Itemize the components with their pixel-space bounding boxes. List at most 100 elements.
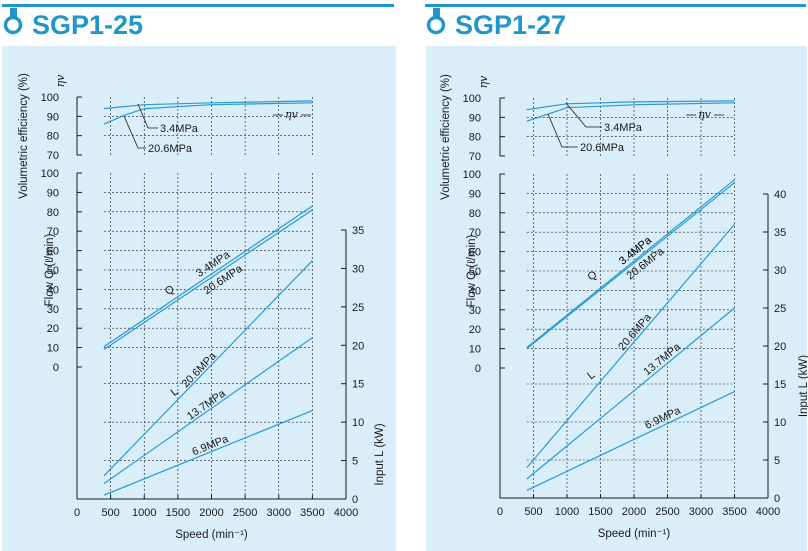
x-tick-label: 2000 — [622, 506, 646, 518]
power-tick-label: 0 — [774, 493, 780, 505]
efficiency-axis-symbol: ηv — [54, 74, 67, 88]
flow-tick-label: 60 — [469, 247, 481, 259]
flow-tick-label: 70 — [47, 226, 59, 238]
flow-axis-label: Flow Q (ℓ/min) — [466, 234, 478, 307]
flow-axis-label: Flow Q (ℓ/min) — [44, 233, 56, 306]
flow-tick-label: 0 — [53, 362, 59, 374]
flow-tick-label: 30 — [469, 305, 481, 317]
x-tick-label: 500 — [524, 506, 542, 518]
flow-tick-label: 80 — [469, 208, 481, 220]
efficiency-label-20-6mpa: 20.6MPa — [148, 143, 193, 155]
efficiency-tick-label: 70 — [469, 151, 481, 163]
grid — [103, 97, 313, 499]
eta-label: ηv — [698, 108, 712, 121]
plot-background — [2, 46, 396, 551]
leader-line — [547, 113, 578, 148]
leader-line — [123, 115, 146, 149]
power-tick-label: 30 — [352, 263, 364, 275]
x-tick-label: 2500 — [655, 506, 679, 518]
efficiency-tick-label: 90 — [469, 112, 481, 124]
power-tick-label: 35 — [352, 225, 364, 237]
efficiency-axis-label: Volumetric efficiency (%) — [18, 73, 30, 199]
flow-tick-label: 10 — [47, 343, 59, 355]
title-rule — [2, 4, 394, 7]
flow-tick-label: 100 — [41, 168, 59, 180]
efficiency-tick-label: 90 — [47, 111, 59, 123]
power-tick-label: 5 — [352, 456, 358, 468]
power-axis-label: Input L (kW) — [798, 355, 808, 417]
x-tick-label: 3000 — [267, 507, 291, 519]
efficiency-line-3-4mpa — [526, 100, 735, 111]
power-tick-label: 20 — [352, 340, 364, 352]
power-tick-label: 15 — [774, 379, 786, 391]
power-tick-label: 5 — [774, 455, 780, 467]
plot-background — [426, 46, 807, 551]
flow-line-3-4mpa — [103, 205, 313, 348]
leader-line — [565, 102, 602, 128]
x-axis-label: Speed (min⁻¹) — [175, 529, 248, 541]
efficiency-line-20-6mpa — [526, 102, 735, 122]
flow-tick-label: 100 — [463, 169, 481, 181]
flow-tick-label: 60 — [47, 246, 59, 258]
power-tick-label: 25 — [352, 302, 364, 314]
flow-tick-label: 20 — [469, 324, 481, 336]
flow-tick-label: 10 — [469, 344, 481, 356]
series-lines — [526, 100, 735, 491]
eta-label: ηv — [285, 108, 299, 121]
x-tick-label: 0 — [497, 506, 503, 518]
efficiency-tick-label: 80 — [469, 132, 481, 144]
power-tick-label: 20 — [774, 341, 786, 353]
power-line-6-9mpa — [103, 410, 313, 496]
title-marker-icon — [3, 8, 23, 35]
efficiency-label-3-4mpa: 3.4MPa — [604, 122, 643, 134]
title-rule — [425, 4, 806, 7]
flow-tick-label: 20 — [47, 323, 59, 335]
chart-title: SGP1-27 — [455, 10, 566, 40]
flow-tick-label: 30 — [47, 304, 59, 316]
title-marker-icon — [426, 8, 446, 35]
efficiency-tick-label: 100 — [41, 92, 59, 104]
power-tick-label: 40 — [774, 189, 786, 201]
x-tick-label: 3000 — [689, 506, 713, 518]
power-line-6-9mpa — [526, 391, 735, 491]
flow-tick-label: 0 — [475, 363, 481, 375]
x-tick-label: 4000 — [756, 506, 780, 518]
efficiency-label-20-6mpa: 20.6MPa — [580, 142, 625, 154]
flow-line-20-6mpa — [526, 182, 735, 350]
x-tick-label: 1000 — [555, 506, 579, 518]
chart-panel-1: SGP1-25708090100010203040506070809010005… — [2, 4, 396, 551]
leader-line — [137, 103, 158, 129]
efficiency-tick-label: 80 — [47, 131, 59, 143]
efficiency-tick-label: 70 — [47, 150, 59, 162]
series-lines — [103, 100, 313, 496]
efficiency-line-3-4mpa — [103, 100, 313, 110]
flow-tick-label: 50 — [47, 265, 59, 277]
x-tick-label: 500 — [101, 507, 119, 519]
x-axis-label: Speed (min⁻¹) — [598, 528, 671, 540]
flow-line-20-6mpa — [103, 209, 313, 350]
efficiency-axis-symbol: ηv — [477, 75, 490, 89]
power-line-20-6mpa — [526, 224, 735, 468]
power-line-20-6mpa — [103, 260, 313, 477]
power-tick-label: 0 — [352, 494, 358, 506]
power-tick-label: 30 — [774, 265, 786, 277]
x-tick-label: 4000 — [334, 507, 358, 519]
efficiency-label-3-4mpa: 3.4MPa — [160, 123, 199, 135]
power-tick-label: 25 — [774, 303, 786, 315]
x-tick-label: 1500 — [166, 507, 190, 519]
flow-tick-label: 70 — [469, 227, 481, 239]
x-tick-label: 1000 — [132, 507, 156, 519]
flow-tick-label: 50 — [469, 266, 481, 278]
power-tick-label: 15 — [352, 379, 364, 391]
flow-tick-label: 90 — [47, 187, 59, 199]
flow-tick-label: 90 — [469, 188, 481, 200]
flow-tick-label: 40 — [469, 285, 481, 297]
power-axis-label: Input L (kW) — [374, 423, 386, 485]
chart-title: SGP1-25 — [32, 10, 143, 40]
flow-tick-label: 40 — [47, 284, 59, 296]
x-tick-label: 3500 — [722, 506, 746, 518]
power-tick-label: 10 — [774, 417, 786, 429]
flow-tick-label: 80 — [47, 207, 59, 219]
x-tick-label: 2500 — [233, 507, 257, 519]
